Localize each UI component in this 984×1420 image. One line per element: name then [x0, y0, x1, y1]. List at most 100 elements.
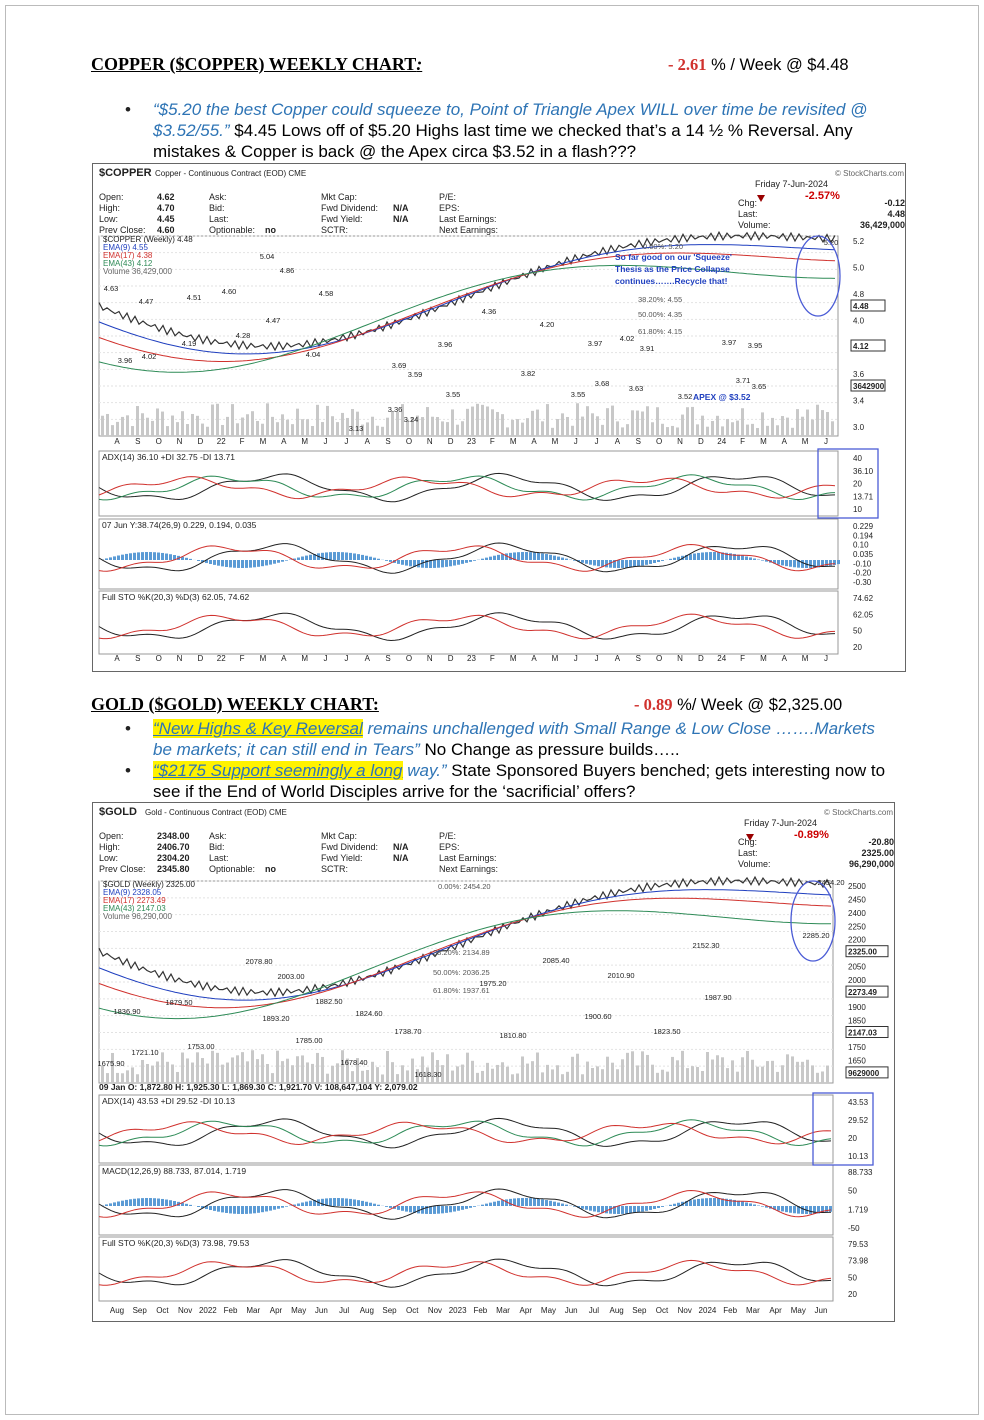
price-label: 1975.20: [479, 979, 506, 988]
histogram-bar: [457, 1206, 460, 1211]
y-tick-label: 1750: [848, 1043, 866, 1052]
histogram-bar: [357, 554, 360, 560]
x-tick-label: A: [531, 654, 537, 663]
histogram-bar: [797, 1206, 800, 1214]
volume-bar: [296, 1056, 299, 1083]
histogram-bar: [145, 1198, 148, 1206]
histogram-bar: [453, 560, 456, 566]
volume-bar: [131, 426, 134, 436]
histogram-bar: [425, 560, 428, 568]
price-label: 1987.90: [704, 993, 731, 1002]
price-label: 4.51: [187, 293, 202, 302]
histogram-bar: [661, 560, 664, 561]
volume-bar: [446, 1054, 449, 1083]
histogram-bar: [281, 560, 284, 562]
histogram-bar: [809, 1206, 812, 1214]
symbol: $GOLD: [99, 806, 137, 818]
fib-label: 50.00%: 2036.25: [433, 968, 490, 977]
x-tick-label: Aug: [110, 1306, 124, 1315]
histogram-bar: [801, 560, 804, 568]
volume-bar: [146, 417, 149, 436]
volume-bar: [316, 1052, 319, 1083]
title-text: GOLD ($GOLD) WEEKLY CHART:: [91, 694, 379, 714]
annotation: So far good on our 'Squeeze': [615, 252, 732, 262]
histogram-bar: [337, 552, 340, 560]
volume-bar: [276, 422, 279, 436]
histogram-bar: [473, 560, 476, 561]
volume-bar: [226, 416, 229, 436]
change-value: - 0.89: [634, 695, 673, 714]
volume-bar: [741, 1057, 744, 1083]
histogram-bar: [737, 1200, 740, 1206]
field-label: Mkt Cap:: [321, 192, 357, 202]
field-value: 36,429,000: [860, 220, 905, 230]
histogram-bar: [365, 555, 368, 560]
volume-bar: [501, 414, 504, 436]
histogram-bar: [421, 1206, 424, 1214]
section-title: GOLD ($GOLD) WEEKLY CHART:: [91, 694, 379, 715]
histogram-bar: [521, 1198, 524, 1206]
volume-bar: [376, 425, 379, 436]
bullet-quote: way.”: [402, 761, 447, 780]
x-tick-label: O: [656, 654, 662, 663]
x-tick-label: Jul: [589, 1306, 599, 1315]
histogram-bar: [349, 552, 352, 560]
fib-label: 38.20%: 2134.89: [433, 948, 490, 957]
histogram-bar: [417, 1206, 420, 1214]
volume-bar: [241, 417, 244, 436]
histogram-bar: [673, 1203, 676, 1206]
x-tick-label: F: [490, 437, 495, 446]
x-tick-label: M: [802, 437, 809, 446]
y-tick-label: 4.0: [853, 317, 865, 326]
volume-bar: [816, 404, 819, 436]
histogram-bar: [641, 560, 644, 566]
x-tick-label: Feb: [473, 1306, 487, 1315]
x-tick-label: M: [802, 654, 809, 663]
x-tick-label: Apr: [270, 1306, 283, 1315]
histogram-bar: [613, 1206, 616, 1214]
bullet-link: “$2175 Support seemingly a long: [153, 761, 403, 780]
price-label: 2285.20: [802, 931, 829, 940]
volume-bar: [121, 416, 124, 436]
histogram-bar: [781, 1206, 784, 1212]
histogram-bar: [557, 556, 560, 560]
volume-bar: [481, 404, 484, 436]
volume-bar: [536, 409, 539, 436]
price-label: 1900.60: [584, 1012, 611, 1021]
histogram-bar: [737, 554, 740, 560]
x-tick-label: Oct: [156, 1306, 169, 1315]
histogram-bar: [725, 552, 728, 560]
histogram-bar: [813, 1206, 816, 1214]
volume-bar: [416, 1069, 419, 1083]
x-tick-label: N: [677, 437, 683, 446]
volume-bar: [751, 423, 754, 436]
volume-bar: [521, 1056, 524, 1083]
histogram-bar: [785, 1206, 788, 1213]
x-tick-label: Sep: [632, 1306, 647, 1315]
indicator-line: [98, 474, 836, 501]
histogram-bar: [305, 1201, 308, 1206]
volume-bar: [821, 1071, 824, 1083]
histogram-bar: [117, 1201, 120, 1206]
volume-bar: [646, 1054, 649, 1083]
histogram-bar: [561, 557, 564, 560]
histogram-bar: [721, 1198, 724, 1206]
histogram-bar: [273, 560, 276, 564]
histogram-bar: [505, 553, 508, 560]
x-tick-label: May: [291, 1306, 306, 1315]
histogram-bar: [777, 1206, 780, 1211]
field-value: 2348.00: [157, 831, 190, 841]
histogram-bar: [225, 560, 228, 567]
histogram-bar: [677, 1202, 680, 1206]
histogram-bar: [321, 1198, 324, 1206]
x-tick-label: Feb: [224, 1306, 238, 1315]
price-box-label: 4.12: [853, 342, 869, 351]
histogram-bar: [325, 552, 328, 560]
volume-bar: [531, 1061, 534, 1083]
volume-bar: [746, 1050, 749, 1083]
histogram-bar: [793, 560, 796, 568]
histogram-bar: [685, 1200, 688, 1206]
x-tick-label: J: [344, 437, 348, 446]
field-label: Fwd Dividend:: [321, 203, 378, 213]
histogram-bar: [241, 560, 244, 568]
